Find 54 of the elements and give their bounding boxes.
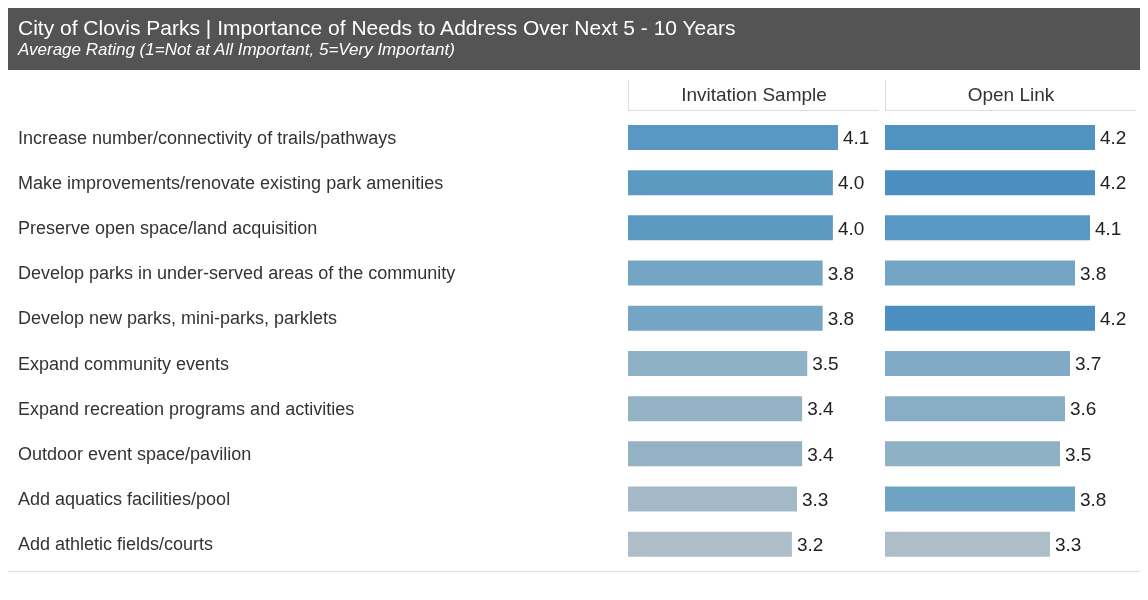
y-tick-label: Increase number/connectivity of trails/pathways bbox=[18, 127, 397, 148]
bar bbox=[628, 170, 833, 196]
y-tick-label: Expand recreation programs and activities bbox=[18, 398, 355, 419]
bar bbox=[628, 531, 792, 557]
data-label: 4.1 bbox=[843, 127, 870, 149]
y-tick-label: Add aquatics facilities/pool bbox=[18, 489, 231, 510]
text: Average Rating (1=Not at All Important, 5=Very Important) bbox=[18, 40, 456, 60]
y-tick-label: Add athletic fields/courts bbox=[18, 534, 214, 555]
bar bbox=[628, 124, 838, 150]
data-label: 3.8 bbox=[1080, 488, 1107, 510]
data-label: 3.2 bbox=[796, 533, 824, 555]
y-tick-label: Preserve open space/land acquisition bbox=[18, 218, 318, 238]
bar bbox=[628, 260, 823, 286]
data-label: 4.1 bbox=[1095, 217, 1122, 239]
data-label: 3.4 bbox=[807, 398, 834, 420]
bar bbox=[885, 124, 1095, 150]
bar bbox=[885, 396, 1065, 422]
data-label: 3.6 bbox=[1070, 398, 1097, 420]
bar bbox=[885, 215, 1090, 241]
data-label: 3.4 bbox=[807, 443, 834, 465]
bar bbox=[885, 531, 1050, 557]
data-label: 3.3 bbox=[802, 488, 829, 510]
y-tick-label: Make improvements/renovate existing park amenities bbox=[18, 172, 444, 193]
y-tick-label: Develop parks in under-served areas of the community bbox=[18, 263, 456, 284]
bar bbox=[628, 305, 823, 331]
bar bbox=[885, 441, 1060, 467]
data-label: 4.0 bbox=[837, 172, 865, 194]
data-label: 3.8 bbox=[1080, 262, 1107, 284]
bar bbox=[628, 215, 833, 241]
y-tick-label: Expand community events bbox=[18, 353, 230, 374]
chart-title: Invitation Sample bbox=[628, 80, 879, 111]
bar bbox=[885, 170, 1095, 196]
bar bbox=[628, 350, 808, 376]
bar bbox=[628, 486, 798, 512]
data-label: 4.0 bbox=[837, 217, 865, 239]
bar bbox=[885, 350, 1070, 376]
bar bbox=[628, 441, 803, 467]
bar bbox=[628, 396, 803, 422]
data-label: 3.5 bbox=[812, 353, 839, 375]
data-label: 3.3 bbox=[1055, 533, 1082, 555]
data-label: 4.2 bbox=[1100, 307, 1127, 329]
data-label: 4.2 bbox=[1100, 172, 1127, 194]
data-label: 3.7 bbox=[1075, 353, 1102, 375]
text: City of Clovis Parks | Importance of Needs to Address Over Next 5 - 10 Years bbox=[18, 16, 737, 40]
y-tick-label: Outdoor event space/pavilion bbox=[18, 444, 252, 464]
data-label: 3.8 bbox=[827, 262, 855, 284]
data-label: 4.2 bbox=[1100, 127, 1127, 149]
y-tick-label: Develop new parks, mini-parks, parklets bbox=[18, 308, 338, 329]
data-label: 3.5 bbox=[1065, 443, 1092, 465]
bar bbox=[885, 260, 1075, 286]
data-label: 3.8 bbox=[827, 307, 855, 329]
bar bbox=[885, 305, 1095, 331]
bar bbox=[885, 486, 1075, 512]
chart-title: Open Link bbox=[885, 80, 1136, 111]
